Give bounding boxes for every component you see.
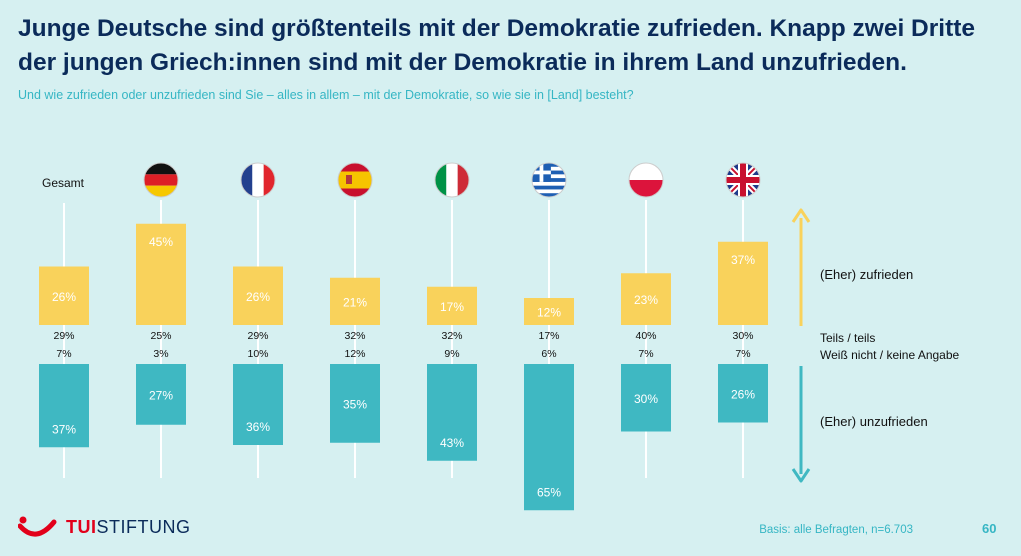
bar-zufrieden [233,266,283,325]
bar-zufrieden [136,223,186,325]
bar-zufrieden [39,266,89,325]
bar-unzufrieden [621,364,671,432]
page-number: 60 [982,521,997,536]
label-unzufrieden: 37% [52,422,76,436]
label-weiss-nicht: 7% [638,348,653,360]
bar-zufrieden [427,286,477,325]
label-weiss-nicht: 7% [735,348,750,360]
logo-tui-text: TUI [66,516,97,537]
label-weiss-nicht: 9% [444,348,459,360]
flag-spain-icon [337,162,373,198]
bar-unzufrieden [718,364,768,423]
basis-note: Basis: alle Befragten, n=6.703 [759,524,913,536]
arrow-down-icon [791,366,811,483]
label-zufrieden: 12% [537,306,561,320]
label-teils: 30% [732,330,753,342]
flag-poland-icon [628,162,664,198]
bar-zufrieden [330,277,380,325]
legend-zufrieden: (Eher) zufrieden [820,267,914,282]
label-weiss-nicht: 10% [247,348,268,360]
title-line-1: Junge Deutsche sind größtenteils mit der… [18,15,976,42]
bar-zufrieden [718,241,768,325]
page-title: Junge Deutsche sind größtenteils mit der… [18,12,1021,80]
logo-stiftung-text: STIFTUNG [96,516,191,537]
label-unzufrieden: 35% [343,397,367,411]
bar-unzufrieden [427,364,477,461]
label-unzufrieden: 26% [731,387,755,401]
flag-italy-icon [434,162,470,198]
bar-unzufrieden [524,364,574,511]
flag-france-icon [240,162,276,198]
label-unzufrieden: 30% [634,392,658,406]
label-zufrieden: 37% [731,253,755,267]
bar-unzufrieden [330,364,380,443]
label-unzufrieden: 36% [246,420,270,434]
tui-stiftung-logo: TUISTIFTUNG [18,512,191,542]
gesamt-label: Gesamt [42,176,85,190]
flag-germany-icon [143,162,179,198]
bar-unzufrieden [233,364,283,445]
label-teils: 29% [247,330,268,342]
tui-smile-icon [18,516,57,537]
label-teils: 32% [344,330,365,342]
label-weiss-nicht: 7% [56,348,71,360]
flag-uk-icon [725,162,761,198]
label-zufrieden: 23% [634,293,658,307]
label-unzufrieden: 43% [440,436,464,450]
bar-unzufrieden [136,364,186,425]
label-teils: 25% [150,330,171,342]
label-weiss-nicht: 12% [344,348,365,360]
label-teils: 32% [441,330,462,342]
arrow-up-icon [791,208,811,326]
label-zufrieden: 21% [343,295,367,309]
bar-unzufrieden [39,364,89,448]
label-zufrieden: 26% [52,290,76,304]
label-zufrieden: 17% [440,300,464,314]
label-weiss-nicht: 6% [541,348,556,360]
legend-unzufrieden: (Eher) unzufrieden [820,414,928,429]
label-teils: 40% [635,330,656,342]
title-line-2: der jungen Griech:innen sind mit der Dem… [18,49,907,76]
legend-weiss-nicht: Weiß nicht / keine Angabe [820,348,960,362]
label-zufrieden: 26% [246,290,270,304]
legend-teils: Teils / teils [820,331,876,345]
label-zufrieden: 45% [149,235,173,249]
bar-zufrieden [621,273,671,325]
label-weiss-nicht: 3% [153,348,168,360]
label-unzufrieden: 65% [537,485,561,499]
flag-greece-icon [531,162,567,198]
label-teils: 17% [538,330,559,342]
label-unzufrieden: 27% [149,388,173,402]
bar-zufrieden [524,298,574,325]
label-teils: 29% [53,330,74,342]
question-subtitle: Und wie zufrieden oder unzufrieden sind … [18,88,634,102]
